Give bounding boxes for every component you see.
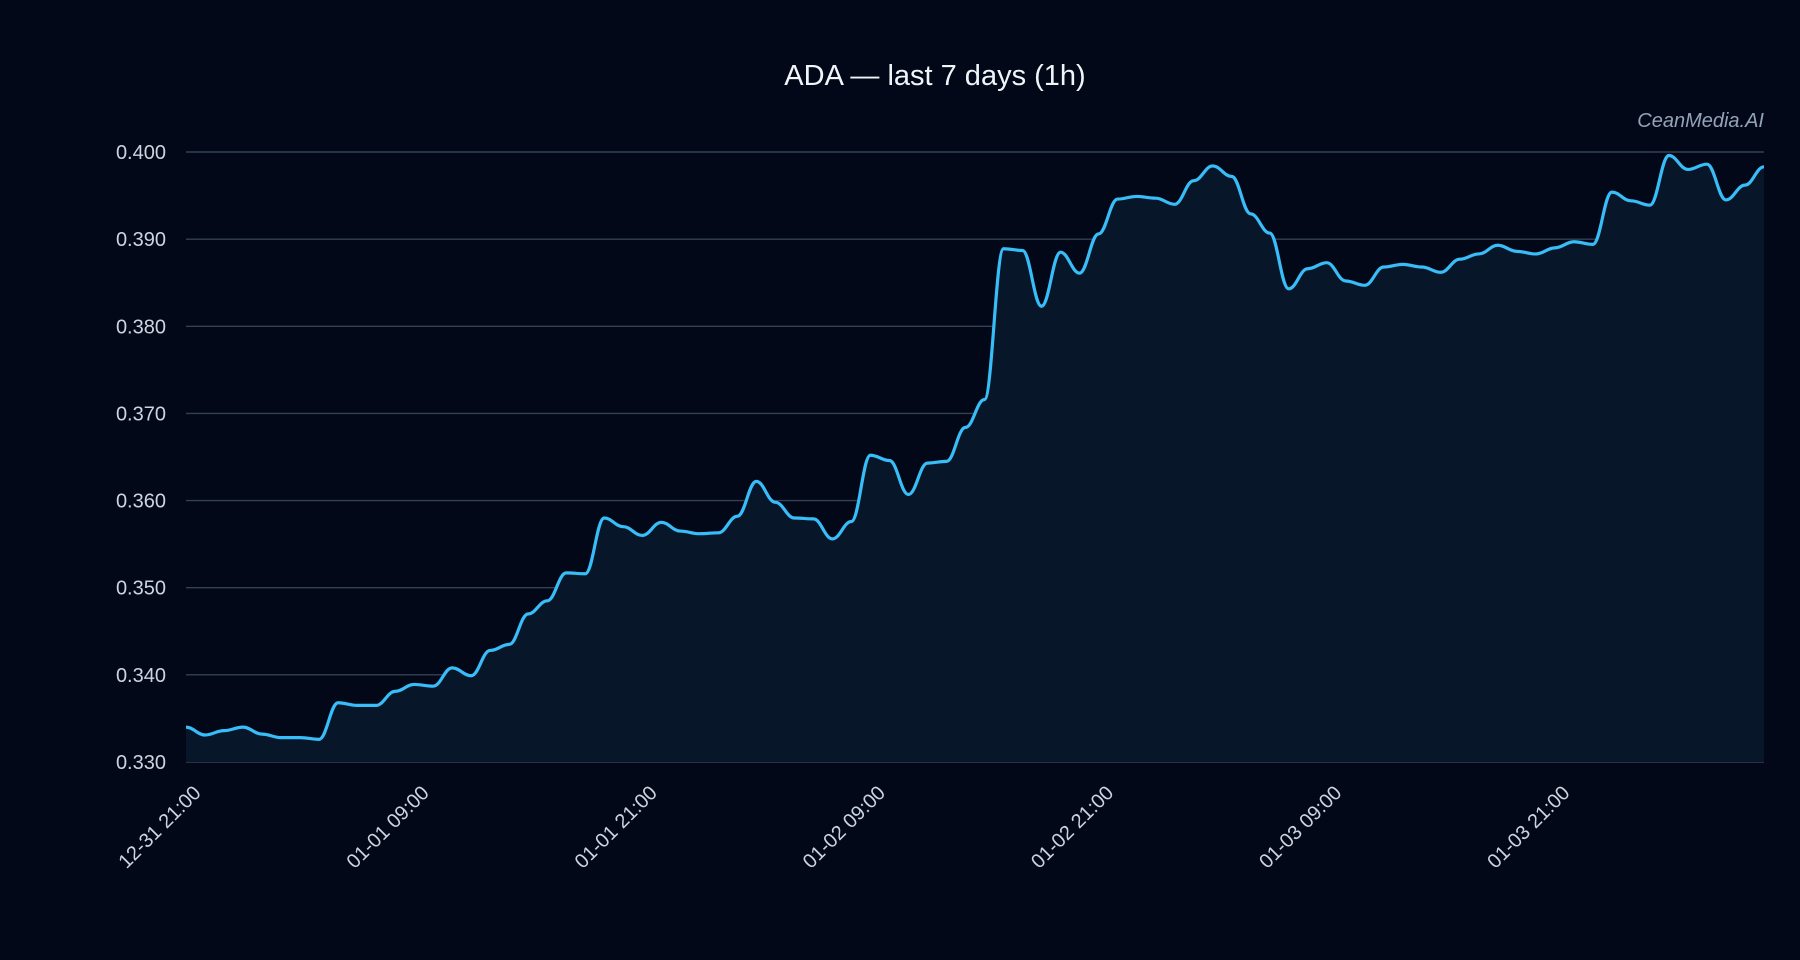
price-line xyxy=(185,153,1765,741)
y-tick-label: 0.360 xyxy=(116,491,166,513)
y-tick-label: 0.390 xyxy=(116,229,166,251)
y-tick-label: 0.330 xyxy=(116,752,166,774)
y-axis-ticks: 0.330 0.340 0.350 0.360 0.370 0.380 0.390 0.400 xyxy=(116,142,166,774)
y-tick-label: 0.340 xyxy=(116,665,166,687)
chart-title: ADA — last 7 days (1h) xyxy=(784,60,1085,92)
y-tick-label: 0.370 xyxy=(116,403,166,425)
y-tick-label: 0.400 xyxy=(116,142,166,164)
area-fill xyxy=(186,155,1764,763)
y-tick-label: 0.380 xyxy=(116,316,166,338)
watermark: CeanMedia.AI xyxy=(1637,110,1764,132)
y-tick-label: 0.350 xyxy=(116,578,166,600)
